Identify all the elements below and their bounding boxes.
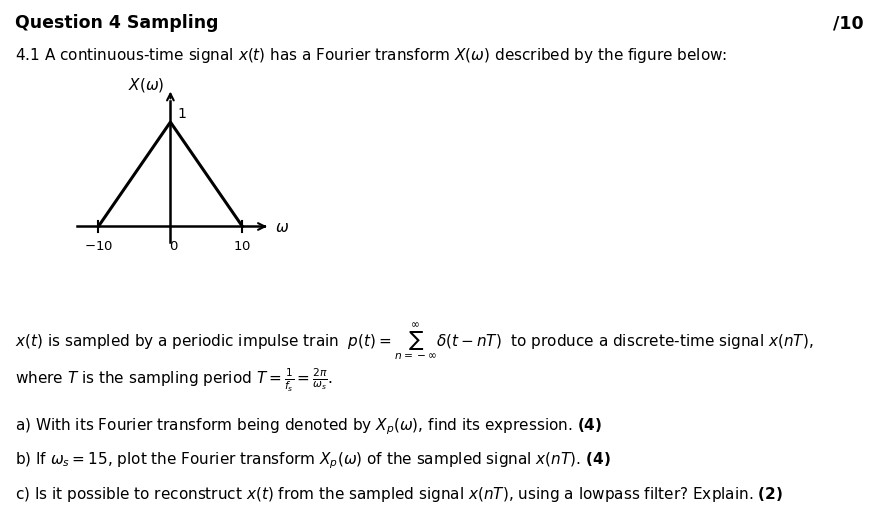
Text: $-10$: $-10$ (83, 239, 112, 252)
Text: $x(t)$ is sampled by a periodic impulse train  $p(t) = \sum_{n=-\infty}^{\infty}: $x(t)$ is sampled by a periodic impulse … (15, 321, 813, 362)
Text: $\omega$: $\omega$ (275, 220, 289, 234)
Text: 4.1 A continuous-time signal $x(t)$ has a Fourier transform $X(\omega)$ describe: 4.1 A continuous-time signal $x(t)$ has … (15, 45, 726, 65)
Text: b) If $\omega_s = 15$, plot the Fourier transform $X_p(\omega)$ of the sampled s: b) If $\omega_s = 15$, plot the Fourier … (15, 449, 610, 470)
Text: $0$: $0$ (169, 239, 178, 252)
Text: /10: /10 (832, 14, 863, 32)
Text: c) Is it possible to reconstruct $x(t)$ from the sampled signal $x(nT)$, using a: c) Is it possible to reconstruct $x(t)$ … (15, 484, 782, 503)
Text: a) With its Fourier transform being denoted by $X_p(\omega)$, find its expressio: a) With its Fourier transform being deno… (15, 415, 601, 436)
Text: $1$: $1$ (176, 107, 186, 121)
Text: $X(\omega)$: $X(\omega)$ (128, 76, 164, 94)
Text: $10$: $10$ (234, 239, 251, 252)
Text: where $T$ is the sampling period $T = \frac{1}{f_s} = \frac{2\pi}{\omega_s}$.: where $T$ is the sampling period $T = \f… (15, 366, 333, 393)
Text: Question 4 Sampling: Question 4 Sampling (15, 14, 219, 32)
